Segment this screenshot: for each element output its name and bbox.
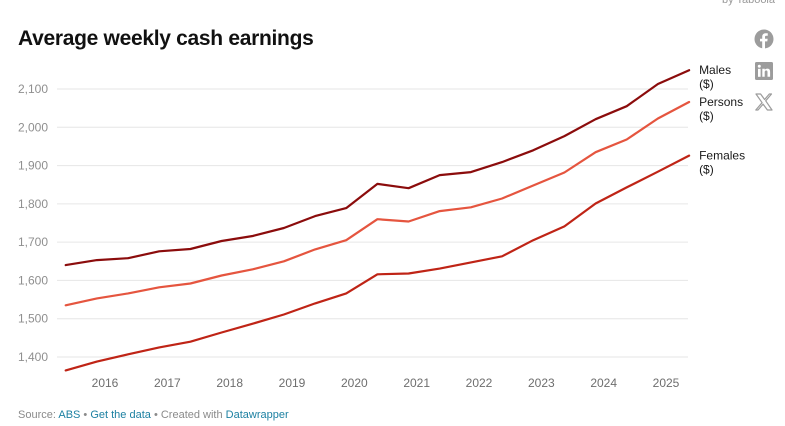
x-tick-label: 2020 <box>341 376 368 390</box>
y-tick-label: 1,600 <box>18 273 48 287</box>
series-label-persons: Persons <box>699 95 743 109</box>
series-labels: Males($)Persons($)Females($) <box>699 63 745 176</box>
byline: by Taboola <box>721 0 775 6</box>
series-label-females: Females <box>699 149 745 163</box>
y-tick-label: 1,700 <box>18 235 48 249</box>
x-axis: 2016 2017 2018 2019 2020 2021 2022 2023 2024 2025 <box>92 376 680 390</box>
gridlines <box>57 88 688 358</box>
source-prefix: Source: <box>18 409 59 421</box>
share-facebook-button[interactable] <box>752 27 776 51</box>
series-label-unit: ($) <box>699 109 714 123</box>
y-tick-label: 2,000 <box>18 120 48 134</box>
series-lines <box>64 69 691 372</box>
x-tick-label: 2017 <box>154 376 181 390</box>
y-tick-label: 2,100 <box>18 82 48 96</box>
series-line-males <box>64 69 691 267</box>
line-chart: 1,400 1,500 1,600 1,700 1,800 1,900 2,000 2,100… <box>18 63 745 390</box>
x-tick-label: 2025 <box>653 376 680 390</box>
created-with-text: Created with <box>160 409 226 421</box>
y-tick-label: 1,400 <box>18 350 48 364</box>
share-x-button[interactable] <box>752 90 776 114</box>
chart-title: Average weekly cash earnings <box>18 27 314 50</box>
x-tick-label: 2016 <box>92 376 119 390</box>
x-tick-label: 2019 <box>279 376 306 390</box>
source-link[interactable]: ABS <box>58 409 81 421</box>
x-tick-label: 2024 <box>590 376 617 390</box>
series-label-males: Males <box>699 63 731 77</box>
series-label-unit: ($) <box>699 77 714 91</box>
x-tick-label: 2018 <box>216 376 243 390</box>
footer: Source: ABS • Get the data • Created wit… <box>18 409 289 421</box>
facebook-icon <box>754 29 774 49</box>
y-axis: 1,400 1,500 1,600 1,700 1,800 1,900 2,000 2,100 <box>18 82 48 364</box>
y-tick-label: 1,900 <box>18 159 48 173</box>
share-linkedin-button[interactable] <box>752 59 776 83</box>
separator: • <box>150 409 161 421</box>
separator: • <box>80 409 91 421</box>
get-data-link[interactable]: Get the data <box>90 409 151 421</box>
x-tick-label: 2022 <box>466 376 493 390</box>
x-tick-label: 2023 <box>528 376 555 390</box>
series-line-persons <box>64 100 691 307</box>
linkedin-icon <box>755 62 773 80</box>
x-icon <box>755 93 773 111</box>
x-tick-label: 2021 <box>403 376 430 390</box>
series-line-females <box>64 154 691 372</box>
y-tick-label: 1,500 <box>18 312 48 326</box>
y-tick-label: 1,800 <box>18 197 48 211</box>
datawrapper-link[interactable]: Datawrapper <box>225 409 289 421</box>
series-label-unit: ($) <box>699 163 714 177</box>
